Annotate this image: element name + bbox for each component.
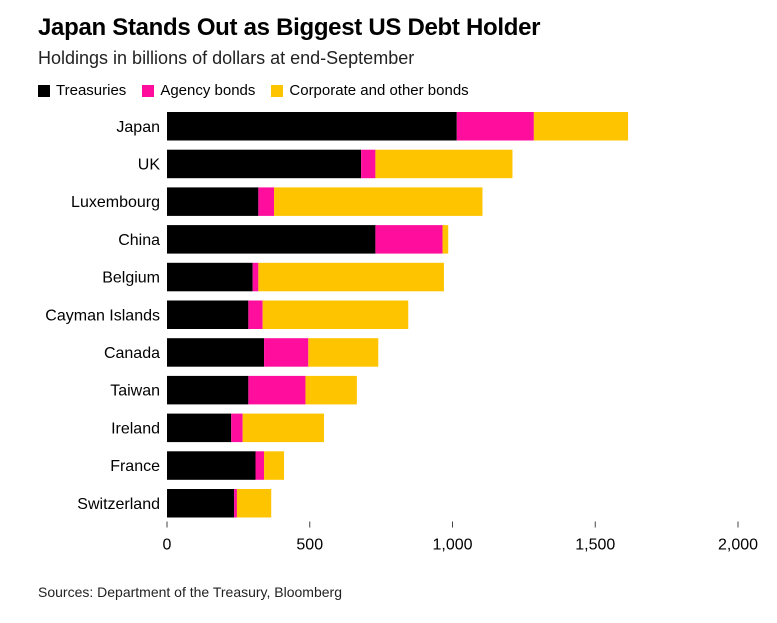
bar-corporate [264,451,285,480]
bar-corporate [442,225,449,254]
category-label: Canada [104,345,160,362]
category-label: Cayman Islands [45,307,160,324]
bar-agency [361,149,376,179]
bar-treasuries [167,375,249,405]
legend: Treasuries Agency bonds Corporate and othe… [38,82,485,99]
category-label: Belgium [102,270,160,287]
bar-treasuries [167,413,232,443]
category-label: Ireland [111,420,160,437]
x-tick-label: 0 [163,537,172,554]
bar-agency [264,338,309,367]
bar-corporate [258,262,444,292]
bar-agency [375,225,443,254]
bar-agency [456,112,534,141]
legend-label-agency: Agency bonds [160,82,256,99]
bar-corporate [262,300,409,329]
category-label: China [118,232,160,249]
bar-corporate [375,149,513,179]
bar-corporate [274,187,483,216]
bar-treasuries [167,489,235,518]
category-label: France [110,458,160,475]
bar-treasuries [167,225,376,254]
category-label: UK [138,156,161,173]
legend-item-treasuries: Treasuries [38,82,126,99]
chart-title: Japan Stands Out as Biggest US Debt Hold… [38,14,541,41]
bar-corporate [236,489,272,518]
x-tick-label: 2,000 [718,537,758,554]
source-note: Sources: Department of the Treasury, Blo… [38,584,342,600]
bar-agency [248,300,263,329]
bar-corporate [533,112,629,141]
bar-treasuries [167,149,362,179]
x-tick-label: 1,000 [432,537,472,554]
bar-corporate [308,338,379,367]
bar-agency [255,451,265,480]
x-tick-label: 500 [296,537,323,554]
bar-agency [248,375,306,405]
bar-agency [258,187,275,216]
bar-treasuries [167,112,457,141]
bar-treasuries [167,262,253,292]
legend-swatch-corporate [271,84,284,97]
legend-label-treasuries: Treasuries [56,82,127,99]
legend-swatch-treasuries [38,84,50,97]
legend-label-corporate: Corporate and other bonds [289,82,469,99]
category-label: Taiwan [110,383,160,400]
bar-agency [231,413,243,443]
bar-agency [252,262,259,292]
bar-treasuries [167,300,249,329]
legend-swatch-agency [142,84,155,97]
category-label: Switzerland [77,496,160,513]
bar-agency [234,489,237,518]
chart-subtitle: Holdings in billions of dollars at end-S… [38,48,415,68]
legend-item-corporate: Corporate and other bonds [271,82,469,99]
bar-treasuries [167,338,265,367]
bar-corporate [305,375,357,405]
legend-item-agency: Agency bonds [142,82,255,99]
bar-corporate [242,413,325,443]
bar-treasuries [167,187,259,216]
x-tick-label: 1,500 [575,537,615,554]
category-label: Japan [116,119,160,136]
bar-treasuries [167,451,256,480]
category-label: Luxembourg [71,194,160,211]
